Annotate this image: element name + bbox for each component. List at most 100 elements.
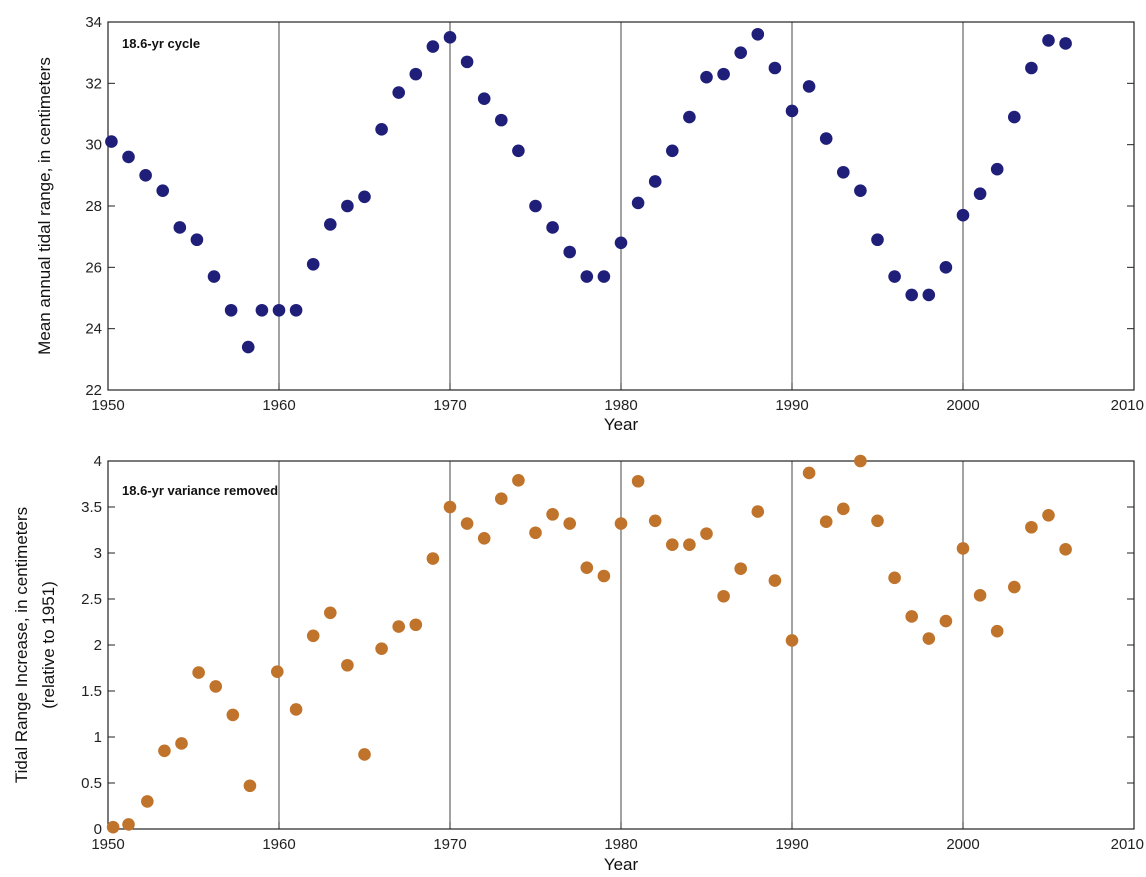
chart1-y-tick-label: 30 xyxy=(85,137,102,154)
chart2-data-point xyxy=(443,500,457,514)
chart2-x-tick-label: 2000 xyxy=(946,836,979,853)
chart1-y-tick-label: 32 xyxy=(85,75,102,92)
chart2-data-point xyxy=(1008,580,1021,594)
chart2-data-point xyxy=(306,629,320,643)
chart2-y-axis-title: Tidal Range Increase, in centimeters xyxy=(12,507,31,783)
chart2-y-tick-label: 2 xyxy=(94,637,102,654)
chart1-data-point xyxy=(477,92,491,105)
chart2-data-point xyxy=(106,820,120,834)
chart2-data-point xyxy=(717,589,730,603)
chart1-y-tick-label: 24 xyxy=(85,321,102,338)
chart2-data-point xyxy=(597,569,611,583)
chart1-data-point xyxy=(768,61,782,75)
chart1-y-tick-label: 28 xyxy=(85,198,102,215)
chart2-data-point xyxy=(289,703,303,716)
chart2-data-point xyxy=(358,748,371,761)
chart2-data-point xyxy=(495,492,508,506)
chart2-data-point xyxy=(939,614,953,628)
chart1-data-point xyxy=(173,221,187,234)
chart2-data-point xyxy=(956,542,970,555)
chart2-data-point xyxy=(512,474,525,487)
chart2-x-tick-label: 1980 xyxy=(604,836,637,853)
chart1-data-point xyxy=(922,288,936,302)
chart1-y-tick-label: 26 xyxy=(85,259,102,276)
chart2-x-tick-label: 2010 xyxy=(1111,836,1144,853)
chart2-data-point xyxy=(529,526,542,540)
chart2-x-axis-title: Year xyxy=(604,855,639,874)
chart2-data-point xyxy=(871,514,884,528)
chart2-data-point xyxy=(324,606,337,620)
chart2-data-point xyxy=(341,658,354,672)
chart2-data-point xyxy=(854,454,867,468)
chart2-data-point xyxy=(243,779,257,793)
chart2-data-point xyxy=(700,527,713,540)
chart2-x-tick-label: 1970 xyxy=(433,836,466,853)
chart1-data-point xyxy=(529,199,542,213)
chart2-y-tick-label: 4 xyxy=(94,453,102,470)
chart1-data-point xyxy=(409,67,423,81)
chart2-data-point xyxy=(819,515,833,529)
chart2-data-point xyxy=(192,666,205,679)
chart2-data-point xyxy=(158,744,171,758)
chart1-data-point xyxy=(241,340,255,354)
chart1-data-point xyxy=(255,303,269,317)
chart1-data-point xyxy=(341,199,354,213)
chart2-data-point xyxy=(209,680,223,693)
chart1-data-point xyxy=(1008,110,1021,124)
chart2-y-tick-label: 1 xyxy=(94,729,102,746)
chart2-data-point xyxy=(392,620,406,633)
chart2-data-point xyxy=(614,517,628,530)
chart2-x-tick-label: 1960 xyxy=(262,836,295,853)
chart2-data-point xyxy=(785,634,799,647)
chart1-data-point xyxy=(717,67,730,81)
chart1-y-axis-title: Mean annual tidal range, in centimeters xyxy=(35,57,54,355)
chart1-data-point xyxy=(700,70,713,84)
chart2-data-point xyxy=(580,561,594,575)
chart1-data-point xyxy=(272,303,286,317)
chart1-data-point xyxy=(324,218,337,231)
chart2-data-point xyxy=(666,538,679,552)
chart1-y-tick-label: 34 xyxy=(85,14,102,31)
chart1-data-point xyxy=(819,132,833,145)
chart2-data-point xyxy=(1042,508,1055,522)
chart2-data-point xyxy=(375,642,388,655)
chart2-data-point xyxy=(888,571,901,585)
chart1-annotation: 18.6-yr cycle xyxy=(122,36,200,51)
chart2-data-point xyxy=(409,618,423,632)
chart1-x-tick-label: 1970 xyxy=(433,397,466,414)
chart1-data-point xyxy=(512,144,525,158)
chart2-data-point xyxy=(751,505,765,518)
chart2-data-point xyxy=(802,466,816,480)
chart2-y-tick-label: 1.5 xyxy=(81,683,102,700)
chart2-data-point xyxy=(1059,543,1072,556)
chart1-data-point xyxy=(597,270,611,283)
chart1-data-point xyxy=(207,270,221,283)
chart2-data-point xyxy=(734,562,747,575)
chart1-data-point xyxy=(751,27,765,41)
chart2-annotation: 18.6-yr variance removed xyxy=(122,483,278,498)
chart2-y-tick-label: 2.5 xyxy=(81,591,102,608)
chart1-x-axis-title: Year xyxy=(604,415,639,434)
chart2-y-tick-label: 0 xyxy=(94,821,102,838)
chart1-data-point xyxy=(495,113,508,127)
chart1-data-point xyxy=(289,303,303,317)
chart1-data-point xyxy=(939,261,953,274)
chart2-y-tick-label: 3.5 xyxy=(81,499,102,516)
chart2-panel: 0 0.5 1 1.5 2 2.5 3 3.5 4 1950 1960 1970 1980 1990 200… xyxy=(12,453,1144,874)
chart2-data-point xyxy=(426,552,440,565)
chart2-data-point xyxy=(226,708,240,722)
chart2-data-point xyxy=(1025,520,1038,534)
chart2-data-point xyxy=(631,474,645,488)
chart1-y-tick-label: 22 xyxy=(85,382,102,399)
chart1-data-point xyxy=(306,257,320,271)
chart1-data-point xyxy=(122,150,135,164)
chart2-data-point xyxy=(141,795,154,808)
chart1-data-point xyxy=(1059,37,1072,50)
chart1-data-point xyxy=(105,135,118,148)
chart1-data-point xyxy=(460,55,474,69)
chart2-data-point xyxy=(973,589,987,602)
chart1-data-point xyxy=(139,169,152,182)
chart1-x-tick-label: 1960 xyxy=(262,397,295,414)
chart2-data-point xyxy=(122,818,135,831)
chart2-y-tick-label: 0.5 xyxy=(81,775,102,792)
